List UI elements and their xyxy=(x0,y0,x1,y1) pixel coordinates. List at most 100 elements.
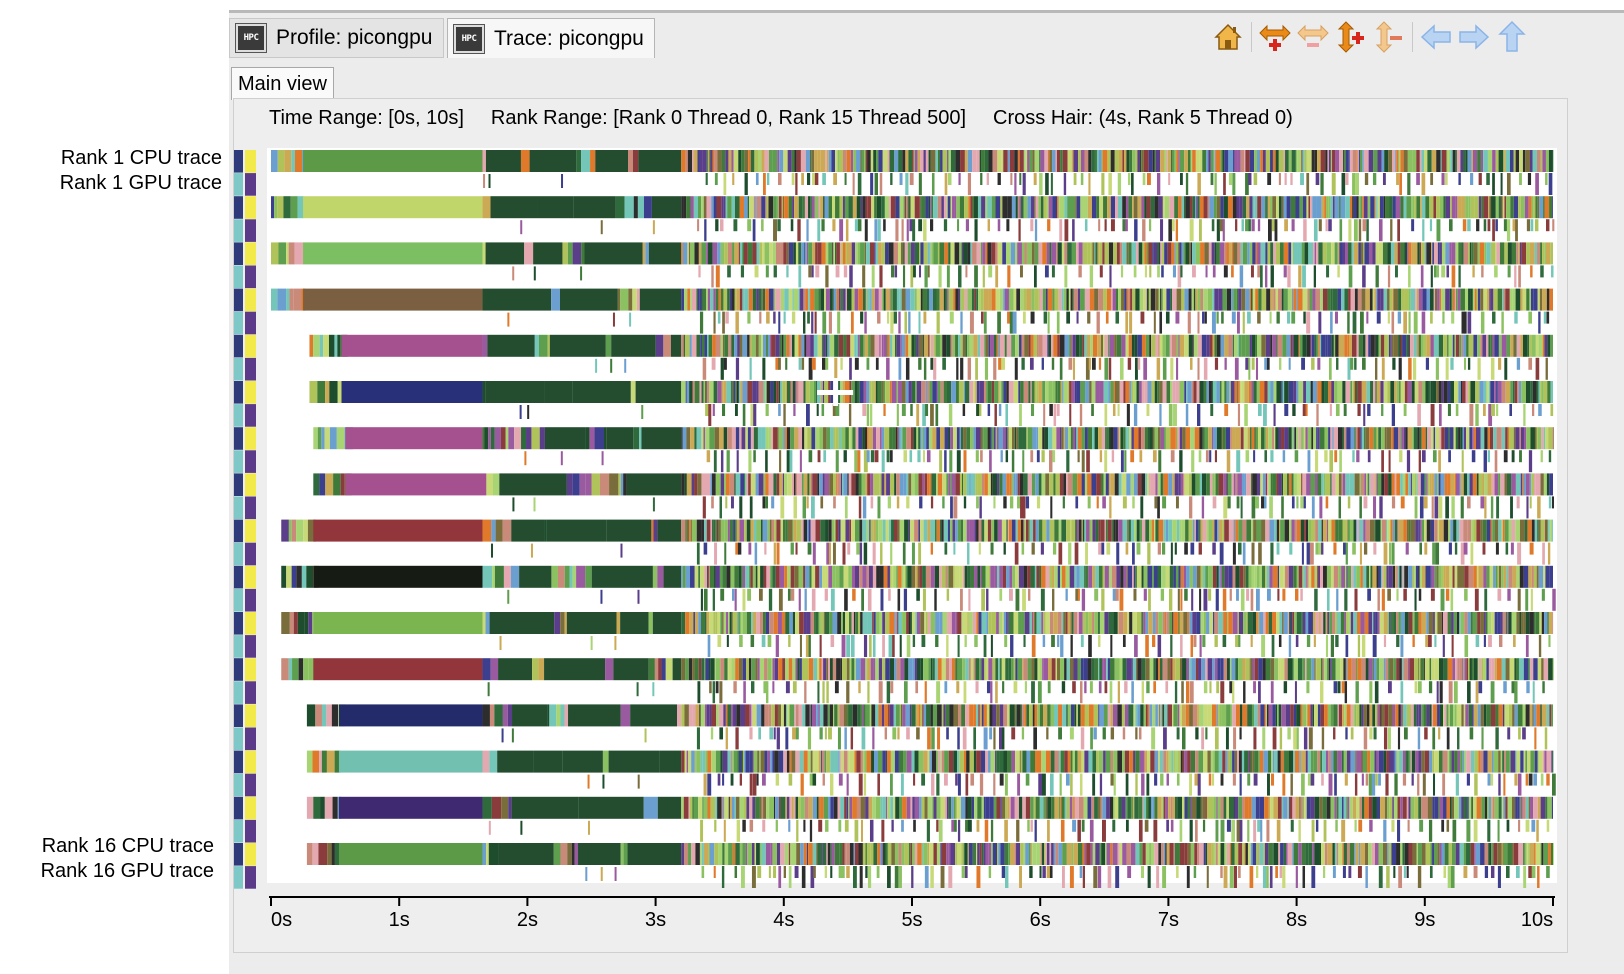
gpu-kernel-sample xyxy=(1289,542,1293,555)
trace-sample xyxy=(739,242,743,265)
trace-sample xyxy=(896,288,900,311)
trace-sample xyxy=(1099,658,1102,681)
tab-main-view[interactable]: Main view xyxy=(231,67,334,100)
gpu-kernel-sample xyxy=(1503,219,1507,232)
trace-sample xyxy=(843,334,847,357)
trace-sample xyxy=(1338,473,1342,496)
home-button[interactable] xyxy=(1209,18,1247,56)
trace-sample xyxy=(897,427,899,450)
trace-sample xyxy=(731,150,734,172)
trace-sample xyxy=(1478,196,1482,219)
gpu-kernel-sample xyxy=(880,542,883,565)
gpu-kernel-sample xyxy=(727,265,731,278)
gpu-kernel-sample xyxy=(1337,265,1340,278)
trace-sample xyxy=(1408,519,1411,542)
gpu-kernel-sample xyxy=(1408,357,1412,380)
trace-sample xyxy=(1202,565,1206,588)
gpu-kernel-sample xyxy=(877,496,881,519)
trace-sample xyxy=(1031,612,1034,634)
trace-sample xyxy=(1218,612,1224,634)
zoom-out-rank-button[interactable] xyxy=(1370,18,1408,56)
gpu-kernel-sample xyxy=(805,635,809,657)
trace-sample xyxy=(889,612,895,634)
trace-sample xyxy=(1345,381,1351,403)
gpu-kernel-sample xyxy=(1179,450,1183,473)
gpu-kernel-sample xyxy=(1447,404,1451,416)
trace-sample xyxy=(1418,288,1423,311)
trace-sample xyxy=(955,519,958,542)
trace-sample xyxy=(735,427,740,450)
trace-sample xyxy=(923,658,927,681)
up-button[interactable] xyxy=(1493,18,1531,56)
trace-sample xyxy=(1214,519,1218,542)
gpu-kernel-sample xyxy=(923,357,927,380)
trace-sample xyxy=(690,519,692,542)
trace-sample xyxy=(1307,288,1310,311)
trace-sample xyxy=(1159,381,1163,403)
trace-sample xyxy=(1398,334,1400,357)
trace-sample xyxy=(1278,473,1282,496)
trace-sample xyxy=(1216,242,1220,265)
trace-sample xyxy=(1437,612,1442,634)
gpu-kernel-sample xyxy=(908,311,911,334)
trace-sample xyxy=(1480,427,1485,450)
time-range-text: Time Range: [0s, 10s] xyxy=(269,107,464,129)
trace-sample xyxy=(1391,473,1395,496)
trace-sample xyxy=(1015,196,1018,219)
trace-sample xyxy=(683,334,685,357)
rank-lane-marker xyxy=(234,311,243,335)
trace-sample xyxy=(693,612,695,634)
trace-sample xyxy=(744,288,749,311)
trace-sample xyxy=(1322,658,1325,681)
trace-sample xyxy=(1220,196,1224,219)
trace-sample xyxy=(519,565,552,588)
back-button[interactable] xyxy=(1417,18,1455,56)
tab-trace[interactable]: HPC Trace: picongpu xyxy=(447,18,655,58)
trace-sample xyxy=(1381,519,1386,542)
gpu-kernel-sample xyxy=(1226,450,1231,473)
trace-sample xyxy=(1273,381,1277,403)
trace-sample xyxy=(924,473,928,496)
gpu-kernel-sample xyxy=(1209,450,1212,463)
gpu-kernel-sample xyxy=(905,173,909,195)
gpu-kernel-sample xyxy=(1111,450,1115,463)
cross-hair-text: Cross Hair: (4s, Rank 5 Thread 0) xyxy=(993,107,1293,129)
gpu-kernel-sample xyxy=(1109,496,1112,519)
gpu-kernel-sample xyxy=(1030,404,1035,416)
zoom-in-rank-button[interactable] xyxy=(1332,18,1370,56)
zoom-in-time-button[interactable] xyxy=(1256,18,1294,56)
trace-sample xyxy=(1237,242,1241,265)
tab-profile[interactable]: HPC Profile: picongpu xyxy=(229,18,444,58)
trace-sample xyxy=(781,612,786,634)
gpu-kernel-sample xyxy=(1319,496,1323,519)
trace-sample xyxy=(908,612,911,634)
trace-sample xyxy=(1185,519,1189,542)
trace-sample xyxy=(1005,242,1011,265)
zoom-out-time-button[interactable] xyxy=(1294,18,1332,56)
trace-sample xyxy=(791,334,795,357)
trace-sample xyxy=(839,242,842,265)
trace-sample xyxy=(969,381,974,403)
trace-sample xyxy=(1191,288,1194,311)
forward-button[interactable] xyxy=(1455,18,1493,56)
trace-sample xyxy=(921,427,924,450)
trace-sample xyxy=(1190,150,1193,172)
trace-sample xyxy=(1037,658,1040,681)
trace-sample xyxy=(833,427,836,450)
trace-sample xyxy=(750,519,754,542)
trace-sample xyxy=(1349,150,1353,172)
trace-sample xyxy=(1314,658,1316,681)
gpu-kernel-sample xyxy=(1091,357,1096,370)
trace-sample xyxy=(1286,196,1291,219)
trace-sample xyxy=(948,473,951,496)
trace-sample xyxy=(865,288,867,311)
trace-sample xyxy=(842,150,847,172)
trace-sample xyxy=(1265,473,1268,496)
gpu-kernel-sample xyxy=(1172,265,1176,278)
trace-sample xyxy=(890,288,893,311)
trace-sample xyxy=(1341,334,1345,357)
trace-sample xyxy=(1252,473,1257,496)
trace-sample xyxy=(1056,242,1058,265)
gpu-kernel-sample xyxy=(1315,173,1320,185)
